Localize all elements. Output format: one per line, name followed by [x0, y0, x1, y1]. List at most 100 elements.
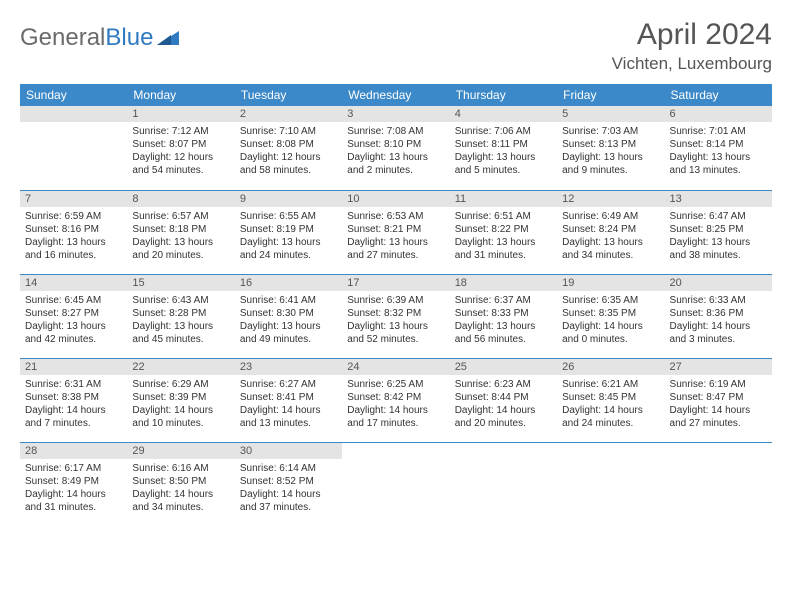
day-number: 4 [450, 106, 557, 122]
day-details: Sunrise: 6:53 AMSunset: 8:21 PMDaylight:… [342, 207, 449, 266]
logo-text-general: General [20, 24, 105, 52]
day-details: Sunrise: 6:39 AMSunset: 8:32 PMDaylight:… [342, 291, 449, 350]
day-number: 9 [235, 191, 342, 207]
sunset-line: Sunset: 8:32 PM [347, 307, 444, 320]
logo-text-blue: Blue [105, 24, 153, 52]
daylight-line: Daylight: 14 hours and 34 minutes. [132, 488, 229, 514]
daylight-line: Daylight: 14 hours and 7 minutes. [25, 404, 122, 430]
day-number: 30 [235, 443, 342, 459]
calendar-cell: 20Sunrise: 6:33 AMSunset: 8:36 PMDayligh… [665, 274, 772, 358]
daylight-line: Daylight: 13 hours and 56 minutes. [455, 320, 552, 346]
calendar-cell: 19Sunrise: 6:35 AMSunset: 8:35 PMDayligh… [557, 274, 664, 358]
day-number: 14 [20, 275, 127, 291]
calendar-cell: 18Sunrise: 6:37 AMSunset: 8:33 PMDayligh… [450, 274, 557, 358]
day-details: Sunrise: 6:37 AMSunset: 8:33 PMDaylight:… [450, 291, 557, 350]
calendar-cell [342, 442, 449, 526]
day-number: 11 [450, 191, 557, 207]
calendar-cell: 9Sunrise: 6:55 AMSunset: 8:19 PMDaylight… [235, 190, 342, 274]
sunset-line: Sunset: 8:10 PM [347, 138, 444, 151]
sunrise-line: Sunrise: 6:16 AM [132, 462, 229, 475]
weekday-header: Wednesday [342, 84, 449, 106]
day-number: 3 [342, 106, 449, 122]
daylight-line: Daylight: 14 hours and 31 minutes. [25, 488, 122, 514]
day-details: Sunrise: 6:25 AMSunset: 8:42 PMDaylight:… [342, 375, 449, 434]
calendar-cell: 10Sunrise: 6:53 AMSunset: 8:21 PMDayligh… [342, 190, 449, 274]
empty-day-bar [20, 106, 127, 122]
day-number: 28 [20, 443, 127, 459]
day-number: 5 [557, 106, 664, 122]
sunset-line: Sunset: 8:18 PM [132, 223, 229, 236]
day-number: 7 [20, 191, 127, 207]
sunset-line: Sunset: 8:28 PM [132, 307, 229, 320]
sunrise-line: Sunrise: 6:23 AM [455, 378, 552, 391]
sunrise-line: Sunrise: 6:14 AM [240, 462, 337, 475]
sunrise-line: Sunrise: 6:21 AM [562, 378, 659, 391]
header: GeneralBlue April 2024 Vichten, Luxembou… [20, 18, 772, 74]
day-number: 12 [557, 191, 664, 207]
day-details: Sunrise: 6:14 AMSunset: 8:52 PMDaylight:… [235, 459, 342, 518]
sunrise-line: Sunrise: 7:10 AM [240, 125, 337, 138]
daylight-line: Daylight: 14 hours and 13 minutes. [240, 404, 337, 430]
logo-triangle-icon [157, 24, 179, 52]
sunset-line: Sunset: 8:42 PM [347, 391, 444, 404]
calendar-cell: 14Sunrise: 6:45 AMSunset: 8:27 PMDayligh… [20, 274, 127, 358]
calendar-cell: 26Sunrise: 6:21 AMSunset: 8:45 PMDayligh… [557, 358, 664, 442]
day-details: Sunrise: 7:08 AMSunset: 8:10 PMDaylight:… [342, 122, 449, 181]
sunrise-line: Sunrise: 6:29 AM [132, 378, 229, 391]
daylight-line: Daylight: 13 hours and 16 minutes. [25, 236, 122, 262]
sunrise-line: Sunrise: 7:01 AM [670, 125, 767, 138]
sunset-line: Sunset: 8:22 PM [455, 223, 552, 236]
day-details: Sunrise: 6:29 AMSunset: 8:39 PMDaylight:… [127, 375, 234, 434]
sunset-line: Sunset: 8:44 PM [455, 391, 552, 404]
daylight-line: Daylight: 14 hours and 0 minutes. [562, 320, 659, 346]
day-details: Sunrise: 7:12 AMSunset: 8:07 PMDaylight:… [127, 122, 234, 181]
day-details: Sunrise: 6:17 AMSunset: 8:49 PMDaylight:… [20, 459, 127, 518]
day-number: 19 [557, 275, 664, 291]
sunrise-line: Sunrise: 7:03 AM [562, 125, 659, 138]
day-number: 1 [127, 106, 234, 122]
sunrise-line: Sunrise: 6:19 AM [670, 378, 767, 391]
day-number: 23 [235, 359, 342, 375]
calendar-cell: 30Sunrise: 6:14 AMSunset: 8:52 PMDayligh… [235, 442, 342, 526]
sunset-line: Sunset: 8:30 PM [240, 307, 337, 320]
daylight-line: Daylight: 12 hours and 54 minutes. [132, 151, 229, 177]
daylight-line: Daylight: 13 hours and 42 minutes. [25, 320, 122, 346]
sunset-line: Sunset: 8:08 PM [240, 138, 337, 151]
day-details: Sunrise: 6:21 AMSunset: 8:45 PMDaylight:… [557, 375, 664, 434]
sunrise-line: Sunrise: 6:33 AM [670, 294, 767, 307]
day-number: 15 [127, 275, 234, 291]
calendar-header-row: SundayMondayTuesdayWednesdayThursdayFrid… [20, 84, 772, 106]
calendar-cell [20, 106, 127, 190]
calendar-cell: 2Sunrise: 7:10 AMSunset: 8:08 PMDaylight… [235, 106, 342, 190]
sunset-line: Sunset: 8:35 PM [562, 307, 659, 320]
sunrise-line: Sunrise: 6:17 AM [25, 462, 122, 475]
calendar-cell: 4Sunrise: 7:06 AMSunset: 8:11 PMDaylight… [450, 106, 557, 190]
sunrise-line: Sunrise: 6:27 AM [240, 378, 337, 391]
day-details: Sunrise: 6:57 AMSunset: 8:18 PMDaylight:… [127, 207, 234, 266]
daylight-line: Daylight: 13 hours and 38 minutes. [670, 236, 767, 262]
daylight-line: Daylight: 13 hours and 31 minutes. [455, 236, 552, 262]
daylight-line: Daylight: 14 hours and 37 minutes. [240, 488, 337, 514]
sunrise-line: Sunrise: 6:51 AM [455, 210, 552, 223]
sunset-line: Sunset: 8:50 PM [132, 475, 229, 488]
daylight-line: Daylight: 13 hours and 9 minutes. [562, 151, 659, 177]
calendar-cell: 28Sunrise: 6:17 AMSunset: 8:49 PMDayligh… [20, 442, 127, 526]
daylight-line: Daylight: 13 hours and 49 minutes. [240, 320, 337, 346]
daylight-line: Daylight: 14 hours and 24 minutes. [562, 404, 659, 430]
sunrise-line: Sunrise: 6:47 AM [670, 210, 767, 223]
day-number: 22 [127, 359, 234, 375]
daylight-line: Daylight: 13 hours and 52 minutes. [347, 320, 444, 346]
calendar-cell: 15Sunrise: 6:43 AMSunset: 8:28 PMDayligh… [127, 274, 234, 358]
day-details: Sunrise: 6:33 AMSunset: 8:36 PMDaylight:… [665, 291, 772, 350]
calendar-cell: 13Sunrise: 6:47 AMSunset: 8:25 PMDayligh… [665, 190, 772, 274]
calendar-cell: 29Sunrise: 6:16 AMSunset: 8:50 PMDayligh… [127, 442, 234, 526]
sunset-line: Sunset: 8:52 PM [240, 475, 337, 488]
calendar-cell: 16Sunrise: 6:41 AMSunset: 8:30 PMDayligh… [235, 274, 342, 358]
calendar-cell: 22Sunrise: 6:29 AMSunset: 8:39 PMDayligh… [127, 358, 234, 442]
day-number: 18 [450, 275, 557, 291]
day-details: Sunrise: 6:55 AMSunset: 8:19 PMDaylight:… [235, 207, 342, 266]
sunrise-line: Sunrise: 6:55 AM [240, 210, 337, 223]
daylight-line: Daylight: 13 hours and 27 minutes. [347, 236, 444, 262]
calendar-cell: 21Sunrise: 6:31 AMSunset: 8:38 PMDayligh… [20, 358, 127, 442]
day-number: 6 [665, 106, 772, 122]
